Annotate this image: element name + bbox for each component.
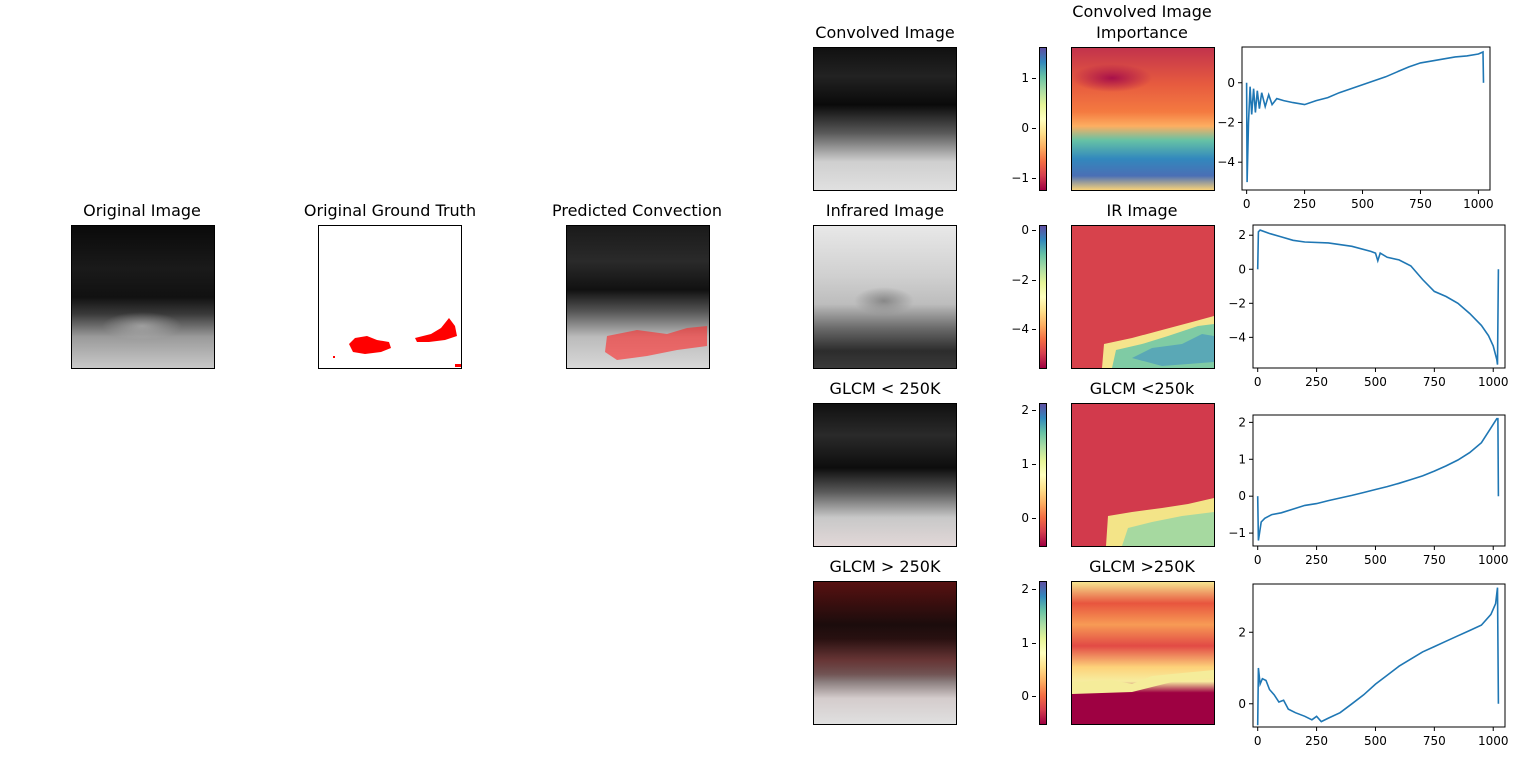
colorbar-4 [1039,581,1047,725]
predicted-convection-title: Predicted Convection [551,201,723,220]
glcm-lt-250k-title: GLCM < 250K [829,379,941,398]
y-tick-label: 2 [1238,415,1246,429]
colorbar-1-tick-2: 0 [989,121,1036,135]
plot-frame [1252,583,1506,728]
infrared-image-panel [813,225,957,369]
original-ground-truth-title: Original Ground Truth [303,201,477,220]
plot-frame [1241,46,1491,191]
glcm-gt-250k-importance-title: GLCM >250K [1089,557,1195,576]
x-tick-label: 500 [1351,197,1374,211]
x-tick-label: 750 [1423,375,1446,389]
glcm-lt-importance-overlay [1106,498,1214,546]
original-image-title: Original Image [83,201,201,220]
convolved-image-title: Convolved Image [815,23,955,42]
y-tick-label: 0 [1238,697,1246,711]
glcm-gt-importance-overlay [1072,670,1214,694]
x-tick-label: 0 [1254,375,1262,389]
colorbar-2 [1039,225,1047,369]
ground-truth-mask [333,318,461,367]
x-tick-label: 0 [1254,734,1262,748]
convolved-image-panel [813,47,957,191]
colorbar-1-tick-1: 1 [989,71,1036,85]
infrared-image-title: Infrared Image [825,201,945,220]
y-tick-label: 2 [1238,625,1246,639]
convolved-importance-title-line2: Importance [1096,23,1188,42]
ir-image-title: IR Image [1106,201,1178,220]
x-tick-label: 250 [1305,375,1328,389]
x-tick-label: 750 [1423,553,1446,567]
original-image-panel [71,225,215,369]
y-tick-label: 2 [1238,228,1246,242]
colorbar-3-tick-3: 0 [989,511,1036,525]
convolved-importance-title-line1: Convolved Image [1072,2,1212,21]
line-chart-glcm-gt-250k: 0 250 500 750 1000 0 2 [1238,583,1509,748]
glcm-gt-250k-importance-heatmap [1071,581,1215,725]
series-line [1256,587,1500,726]
plot-frame [1252,414,1506,547]
colorbar-2-tick-3: −4 [989,322,1036,336]
x-tick-label: 1000 [1478,734,1509,748]
colorbar-2-tick-2: −2 [989,273,1036,287]
colorbar-1 [1039,47,1047,191]
y-tick-label: −1 [1228,526,1246,540]
x-tick-label: 500 [1364,734,1387,748]
x-tick-label: 0 [1254,553,1262,567]
line-chart-glcm-lt-250k: 0 250 500 750 1000 −1 0 1 2 [1228,414,1509,567]
x-tick-label: 1000 [1463,197,1494,211]
x-tick-label: 250 [1305,734,1328,748]
colorbar-4-tick-2: 1 [989,636,1036,650]
line-chart-convolved: 0 250 500 750 1000 −4 −2 0 [1217,46,1494,211]
series-line [1256,229,1500,365]
series-line [1256,417,1500,541]
x-tick-label: 250 [1293,197,1316,211]
convolved-importance-heatmap [1071,47,1215,191]
colorbar-2-tick-1: 0 [989,223,1036,237]
x-tick-label: 250 [1305,553,1328,567]
y-tick-label: 0 [1227,76,1235,90]
y-tick-label: 0 [1238,262,1246,276]
y-tick-label: −2 [1217,115,1235,129]
x-tick-label: 500 [1364,553,1387,567]
colorbar-3-tick-1: 2 [989,403,1036,417]
x-tick-label: 750 [1409,197,1432,211]
series-line [1245,50,1485,183]
y-tick-label: −4 [1228,330,1246,344]
plot-frame [1252,224,1506,369]
x-tick-label: 1000 [1478,553,1509,567]
x-tick-label: 0 [1243,197,1251,211]
x-tick-label: 500 [1364,375,1387,389]
ir-importance-heatmap [1071,225,1215,369]
glcm-lt-250k-importance-title: GLCM <250k [1089,379,1195,398]
predicted-overlay [605,326,707,360]
x-tick-label: 1000 [1478,375,1509,389]
line-chart-infrared: 0 250 500 750 1000 −4 −2 0 2 [1228,224,1509,389]
colorbar-3-tick-2: 1 [989,457,1036,471]
x-tick-label: 750 [1423,734,1446,748]
y-tick-label: −2 [1228,296,1246,310]
colorbar-3 [1039,403,1047,547]
original-ground-truth-panel [318,225,462,369]
colorbar-1-tick-3: −1 [989,171,1036,185]
glcm-gt-250k-panel [813,581,957,725]
y-tick-label: 1 [1238,452,1246,466]
predicted-convection-panel [566,225,710,369]
colorbar-4-tick-1: 2 [989,582,1036,596]
ir-importance-overlay [1102,316,1214,368]
y-tick-label: 0 [1238,489,1246,503]
glcm-gt-250k-title: GLCM > 250K [829,557,941,576]
glcm-lt-250k-panel [813,403,957,547]
y-tick-label: −4 [1217,155,1235,169]
colorbar-4-tick-3: 0 [989,689,1036,703]
glcm-lt-250k-importance-heatmap [1071,403,1215,547]
